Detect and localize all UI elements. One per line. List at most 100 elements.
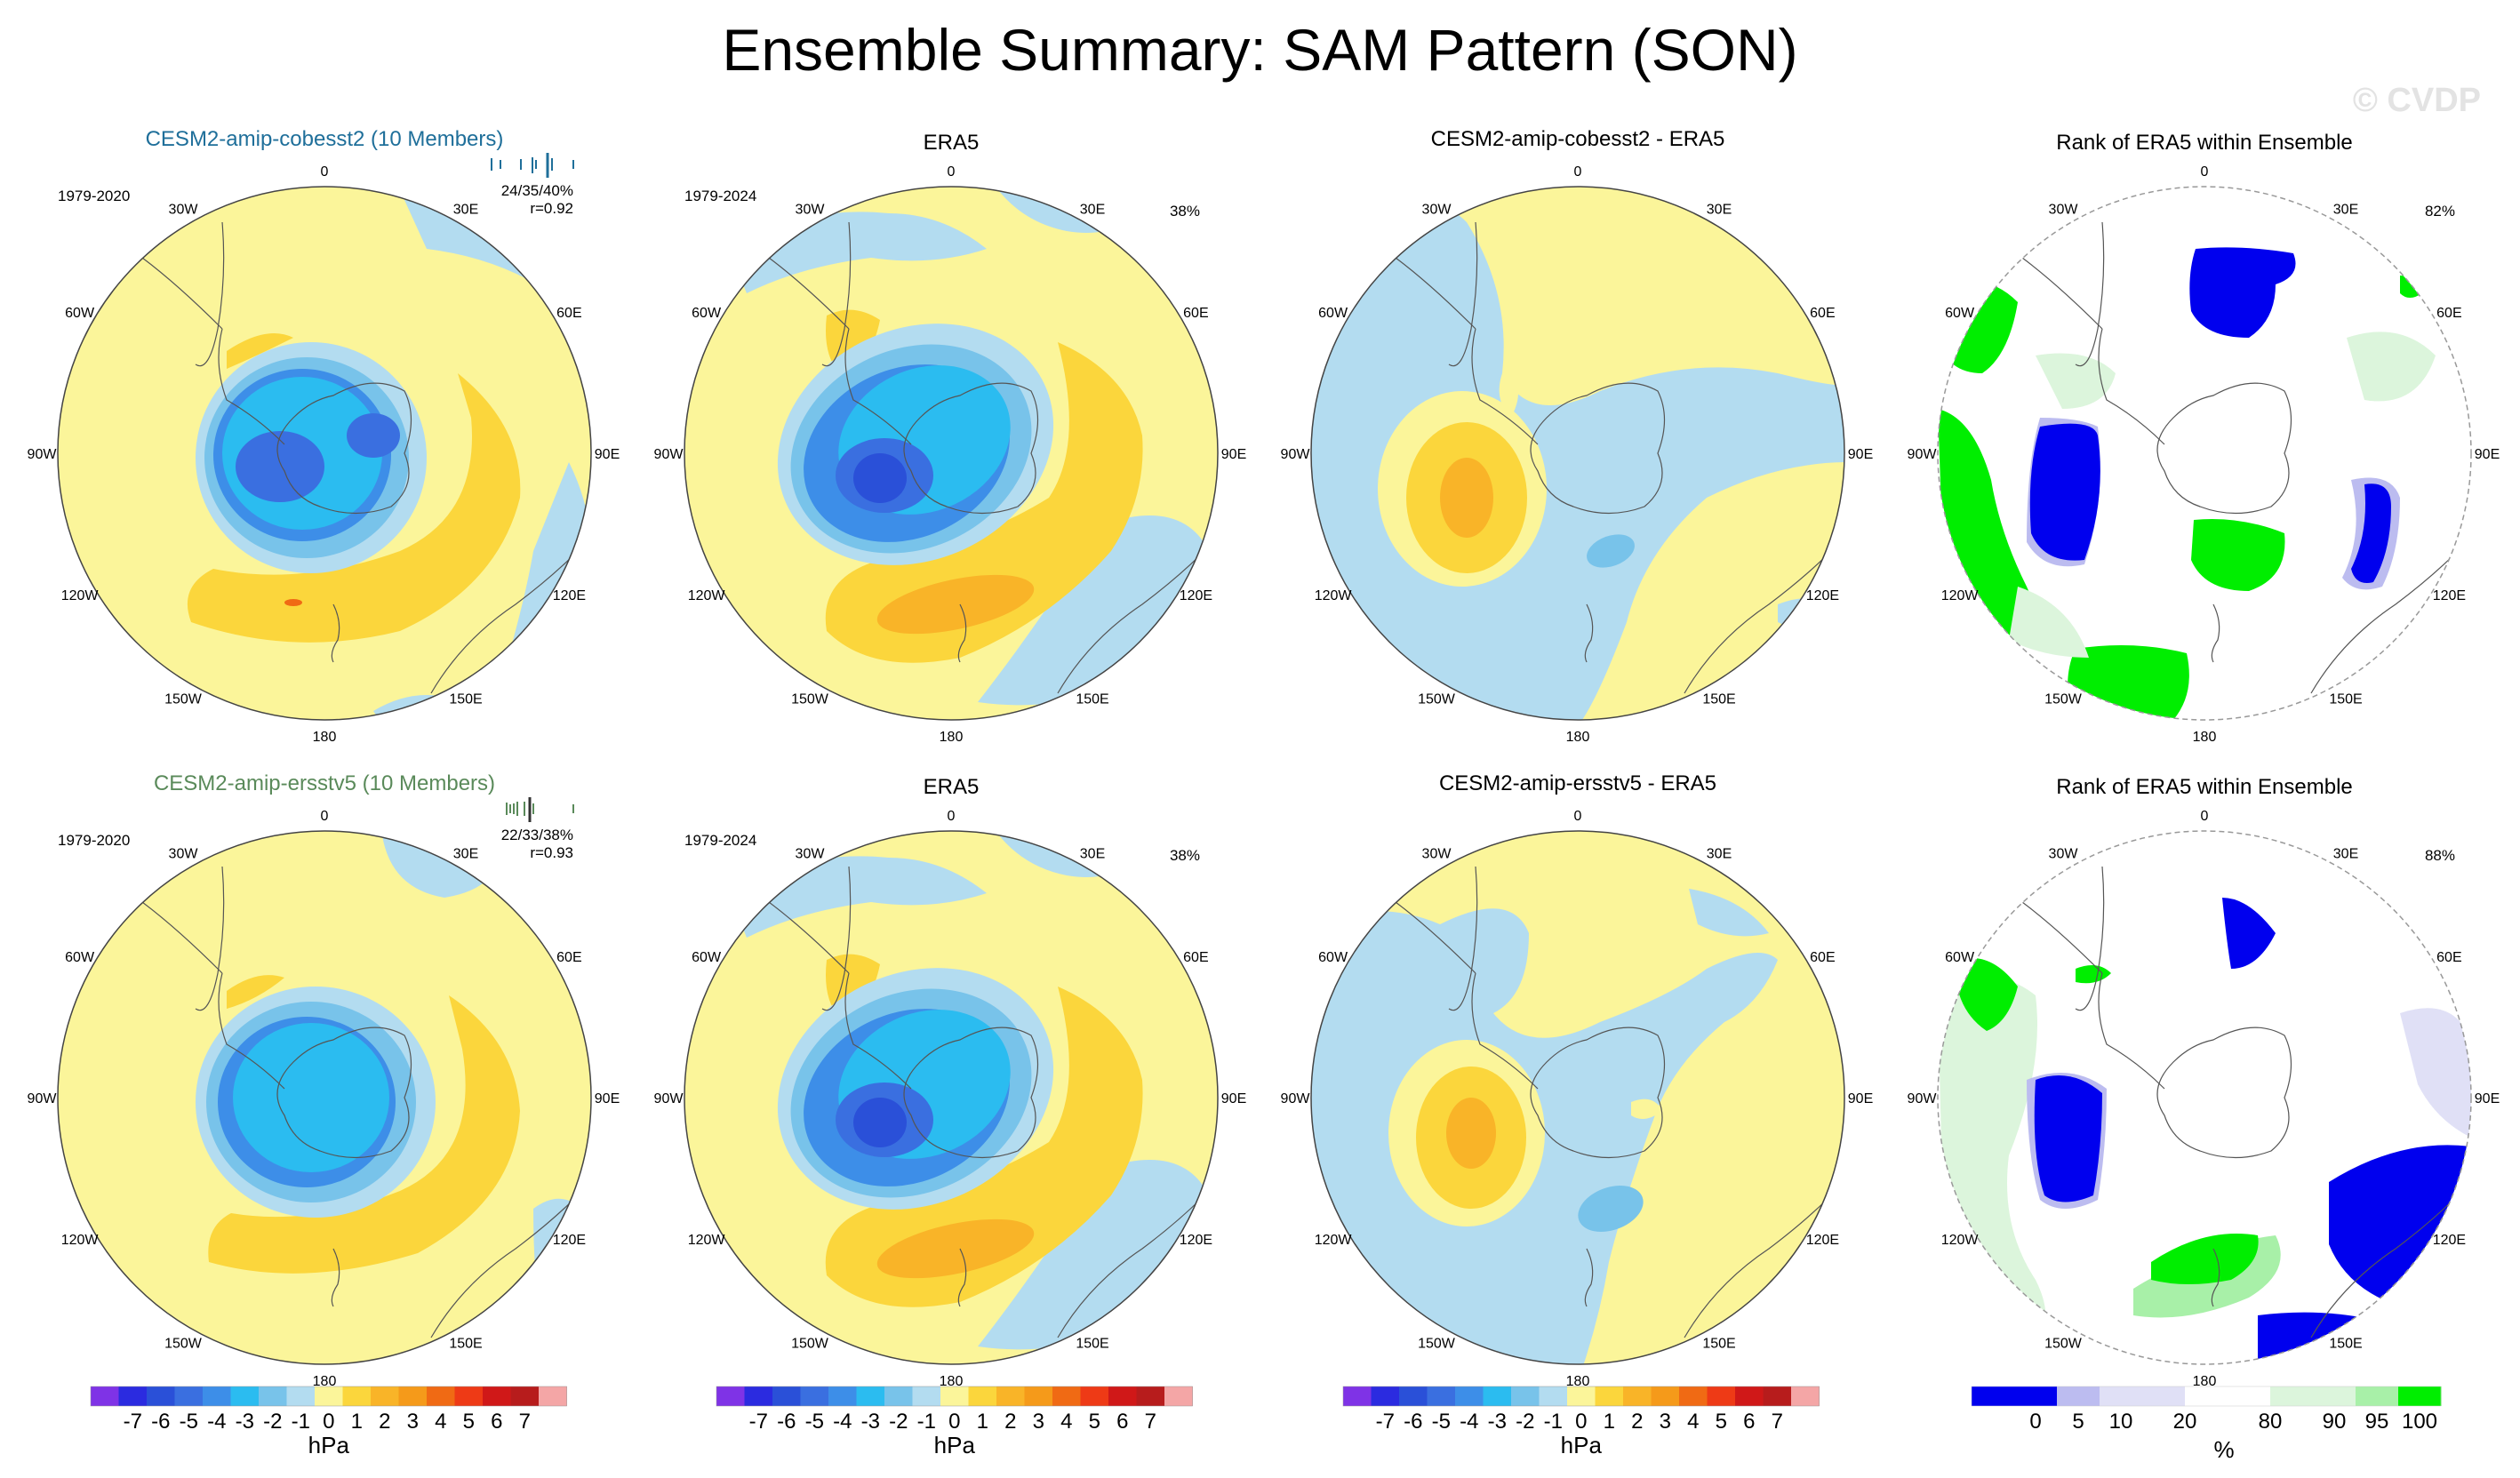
longitude-label: 60E: [556, 950, 581, 965]
longitude-label: 120E: [1180, 1233, 1212, 1248]
longitude-label: 150E: [1702, 691, 1735, 707]
colorbar-swatch: [800, 1386, 829, 1406]
longitude-label: 150W: [791, 691, 829, 707]
colorbar-tick-label: 6: [1116, 1410, 1128, 1434]
colorbar-swatch: [203, 1386, 231, 1406]
coastlines: [2021, 831, 2459, 1338]
panel-era5-row2: ERA5 1979-2024 38%: [684, 775, 1219, 1365]
page-title: Ensemble Summary: SAM Pattern (SON): [722, 17, 1798, 83]
colorbar-units: %: [2213, 1436, 2234, 1463]
colorbar-tick-label: 100: [2402, 1410, 2437, 1434]
colorbar-swatch: [147, 1386, 175, 1406]
coastlines: [141, 831, 579, 1338]
rank-region: [2347, 332, 2436, 402]
colorbar-tick-label: -4: [207, 1410, 226, 1434]
rank-region: [2400, 1008, 2471, 1138]
longitude-label: 90E: [1221, 447, 1246, 462]
longitude-label: 90E: [2475, 1091, 2500, 1107]
longitude-label: 30E: [1707, 847, 1732, 862]
panel-correlation: r=0.92: [530, 200, 573, 217]
longitude-label: 30W: [1422, 203, 1452, 218]
longitude-label: 180: [940, 730, 964, 745]
colorbar-outline: [716, 1386, 1193, 1407]
longitude-label: 0: [1574, 809, 1582, 824]
colorbar-swatch: [1623, 1386, 1652, 1406]
colorbar-swatch: [259, 1386, 287, 1406]
colorbar-tick-label: 5: [1089, 1410, 1100, 1434]
colorbar-tick-label: 0: [1575, 1410, 1587, 1434]
colorbar-tick-label: -5: [805, 1410, 824, 1434]
rank-region: [2189, 247, 2296, 338]
colorbar-tick-label: -7: [124, 1410, 142, 1434]
colorbar-swatch: [315, 1386, 343, 1406]
colorbar-tick-label: -4: [833, 1410, 852, 1434]
colorbar-swatch: [968, 1386, 997, 1406]
colorbar-tick-label: 5: [1716, 1410, 1727, 1434]
longitude-label: 30W: [796, 203, 826, 218]
map-outline: [1937, 186, 2472, 721]
longitude-label: 30W: [2049, 203, 2079, 218]
longitude-label: 0: [2201, 809, 2209, 824]
colorbar-swatch: [454, 1386, 484, 1406]
colorbar-units: hPa: [934, 1432, 976, 1458]
colorbar-tick-label: 5: [463, 1410, 475, 1434]
colorbar-swatch: [1024, 1386, 1053, 1406]
colorbar-swatch: [1052, 1386, 1081, 1406]
longitude-label: 150E: [449, 691, 482, 707]
longitude-label: 180: [313, 730, 337, 745]
panel-title: Rank of ERA5 within Ensemble: [2056, 775, 2353, 799]
colorbar-swatch: [118, 1386, 148, 1406]
colorbar-swatch: [2356, 1386, 2399, 1406]
colorbar-swatch: [1343, 1386, 1372, 1406]
longitude-label: 30W: [169, 847, 199, 862]
colorbar-swatch: [230, 1386, 260, 1406]
panel-title: CESM2-amip-ersstv5 - ERA5: [1439, 771, 1716, 795]
colorbar-tick-label: 3: [407, 1410, 419, 1434]
panel-title: CESM2-amip-cobesst2 (10 Members): [146, 127, 504, 151]
colorbar-swatch: [884, 1386, 913, 1406]
colorbar-tick-label: 80: [2259, 1410, 2283, 1434]
colorbar-swatch: [2270, 1386, 2314, 1406]
colorbar-swatch: [1427, 1386, 1456, 1406]
longitude-label: 150E: [2329, 1336, 2362, 1351]
coastlines: [1395, 831, 1832, 1338]
field-contour: [853, 453, 907, 503]
map-outline: [1937, 830, 2472, 1365]
longitude-label: 150E: [2329, 691, 2362, 707]
rank-region: [1956, 958, 2018, 1031]
colorbar-swatch: [1651, 1386, 1680, 1406]
coastlines: [2021, 187, 2459, 694]
field-contour: [876, 574, 1035, 635]
rank-region: [2191, 519, 2285, 591]
colorbar-swatch: [2014, 1386, 2058, 1406]
longitude-label: 120W: [1941, 588, 1980, 603]
longitude-label: 90W: [654, 1091, 684, 1107]
longitude-label: 120W: [61, 1233, 100, 1248]
colorbar-swatch: [2398, 1386, 2442, 1406]
longitude-label: 90E: [595, 1091, 620, 1107]
rank-region: [2009, 587, 2089, 658]
longitude-label: 0: [948, 164, 956, 180]
longitude-label: 150E: [1076, 691, 1108, 707]
colorbar-tick-label: 1: [351, 1410, 363, 1434]
field-band: [978, 515, 1209, 706]
colorbar-tick-label: 3: [1033, 1410, 1044, 1434]
longitude-label: 0: [948, 809, 956, 824]
panel-rank-row1: Rank of ERA5 within Ensemble 82%: [1937, 131, 2472, 721]
longitude-label: 60W: [1945, 950, 1975, 965]
colorbar-swatch: [1108, 1386, 1137, 1406]
colorbar-tick-label: 2: [379, 1410, 390, 1434]
colorbar-outline: [1342, 1386, 1820, 1407]
longitude-label: 30E: [2333, 203, 2358, 218]
colorbar-tick-label: 3: [1660, 1410, 1671, 1434]
colorbar-tick-label: 7: [519, 1410, 531, 1434]
longitude-label: 90W: [1908, 1091, 1938, 1107]
longitude-label: 0: [1574, 164, 1582, 180]
field-contour: [1587, 534, 1635, 568]
colorbar-outline: [1971, 1386, 2442, 1407]
colorbar-swatch: [1483, 1386, 1512, 1406]
map-outline: [57, 186, 592, 721]
field-contour: [236, 431, 324, 502]
field-contour: [284, 599, 302, 606]
